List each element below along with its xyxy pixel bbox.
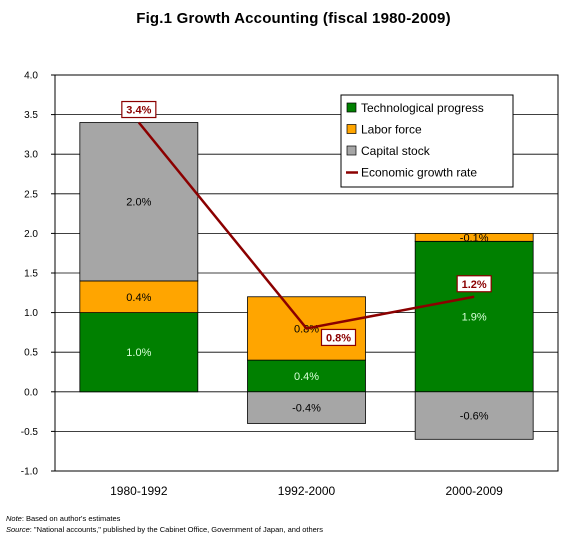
growth-rate-label: 3.4% xyxy=(126,105,151,117)
x-category-label: 1992-2000 xyxy=(278,484,336,498)
y-tick-label: 3.5 xyxy=(24,110,38,121)
legend-swatch xyxy=(346,124,357,134)
bar-segment xyxy=(414,240,534,393)
y-tick-label: -1.0 xyxy=(21,467,39,478)
chart-title: Fig.1 Growth Accounting (fiscal 1980-200… xyxy=(136,10,451,27)
bar-segment xyxy=(79,280,199,314)
bar-segment xyxy=(414,232,534,242)
x-category-label: 1980-1992 xyxy=(110,484,168,498)
y-tick-label: 0.5 xyxy=(24,348,38,359)
bar-value-label: 1.9% xyxy=(462,312,487,324)
bar-value-label: 2.0% xyxy=(126,197,151,209)
growth-rate-line xyxy=(137,121,475,330)
legend-swatch xyxy=(346,145,357,156)
y-tick-label: 4.0 xyxy=(24,71,38,82)
x-category-label: 2000-2009 xyxy=(445,484,503,498)
chart-notes: Note: Based on author's estimates Source… xyxy=(6,513,323,535)
y-tick-label: 0.0 xyxy=(24,387,38,398)
source-label: Source xyxy=(6,525,30,534)
bar-value-label: -0.6% xyxy=(460,411,489,423)
growth-rate-label: 1.2% xyxy=(462,279,487,291)
note-label: Note xyxy=(6,514,22,523)
bar-segment xyxy=(79,122,199,282)
growth-label-box xyxy=(456,275,492,293)
note-line: Note: Based on author's estimates xyxy=(6,513,323,524)
legend-label: Economic growth rate xyxy=(361,166,477,180)
bar-value-label: 0.4% xyxy=(126,292,151,304)
bar-value-label: 0.4% xyxy=(294,371,319,383)
legend-box xyxy=(340,94,514,188)
bar-value-label: -0.4% xyxy=(292,403,321,415)
bar-segment xyxy=(247,391,366,424)
growth-label-box xyxy=(121,100,157,119)
bar-segment xyxy=(414,391,534,440)
source-text: : "National accounts," published by the … xyxy=(29,525,324,534)
y-tick-label: 1.5 xyxy=(24,269,38,280)
growth-rate-label: 0.8% xyxy=(326,332,351,344)
source-line: Source: "National accounts," published b… xyxy=(6,524,323,535)
y-tick-label: 1.0 xyxy=(24,308,38,319)
bar-value-label: 1.0% xyxy=(126,347,151,359)
bar-segment xyxy=(247,359,366,393)
y-tick-label: 3.0 xyxy=(24,150,38,161)
growth-label-box xyxy=(320,328,357,347)
bar-value-label: -0.1% xyxy=(460,232,489,244)
legend-label: Labor force xyxy=(361,123,422,137)
note-text: : Based on author's estimates xyxy=(21,514,121,523)
legend-label: Technological progress xyxy=(361,101,484,115)
y-tick-label: -0.5 xyxy=(21,427,39,438)
legend-label: Capital stock xyxy=(361,144,431,158)
y-tick-label: 2.0 xyxy=(24,229,38,240)
y-tick-label: 2.5 xyxy=(24,189,38,200)
legend-swatch xyxy=(346,102,357,113)
